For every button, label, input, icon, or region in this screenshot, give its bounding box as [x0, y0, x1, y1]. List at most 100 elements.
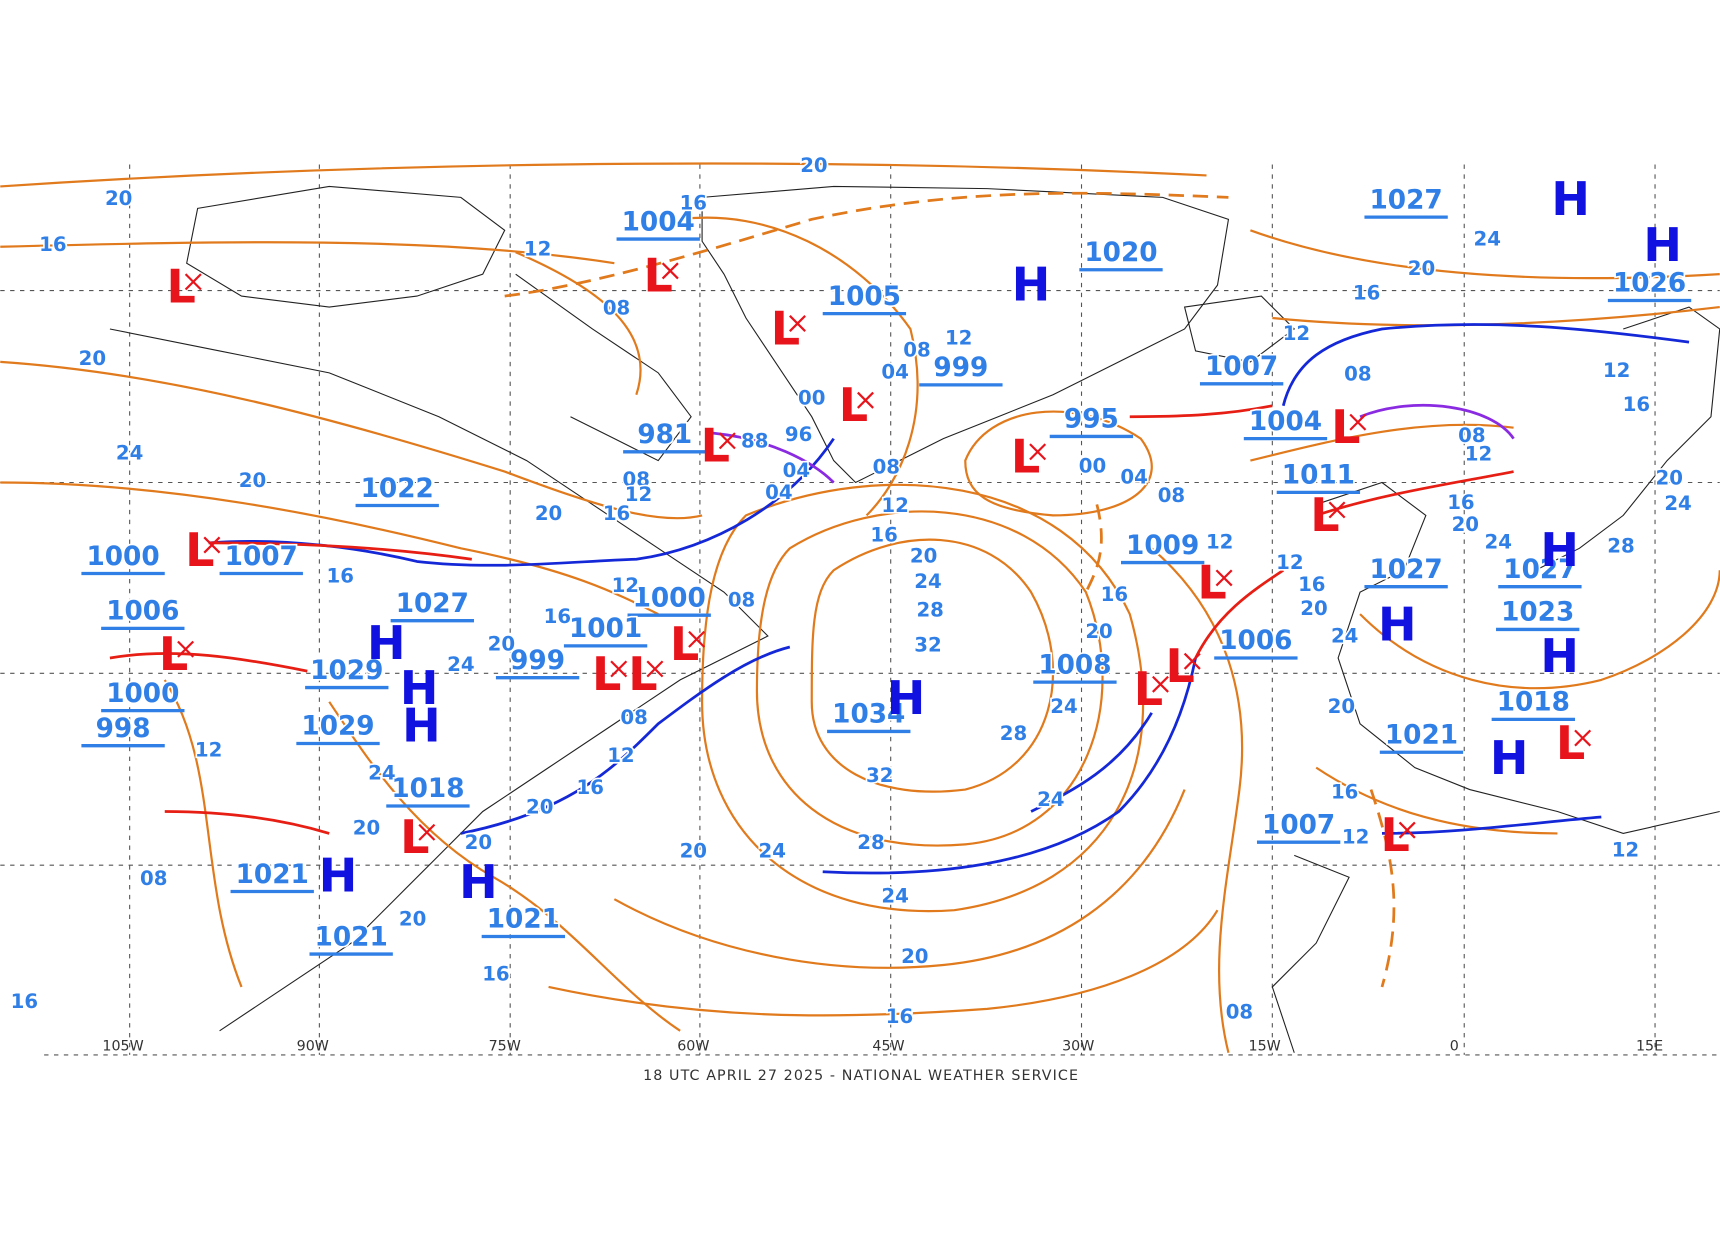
low-x	[1215, 569, 1233, 587]
isobar-label: 24	[1331, 625, 1358, 648]
isobar-label: 12	[1283, 322, 1310, 345]
pressure-value: 1022	[361, 474, 434, 504]
low-center: L	[670, 617, 699, 671]
high-center: H	[1540, 523, 1579, 577]
low-x	[418, 823, 436, 841]
low-center: L	[1556, 716, 1585, 770]
isobars	[0, 162, 1720, 1054]
low-center: L	[1166, 639, 1195, 693]
isobar-label: 04	[1120, 466, 1147, 489]
isobar-label: 28	[857, 831, 884, 854]
high-center: H	[887, 671, 926, 725]
isobar-label: 12	[1276, 551, 1303, 574]
isobar-label: 08	[1344, 363, 1371, 386]
low-x	[1183, 652, 1201, 670]
high-center: H	[1540, 629, 1579, 683]
pressure-value: 1020	[1084, 238, 1157, 268]
pressure-value: 1008	[1038, 650, 1111, 680]
low-center: L	[771, 301, 800, 355]
low-x	[688, 630, 706, 648]
isobar-label: 12	[1603, 359, 1630, 382]
isobar-label: 16	[577, 776, 604, 799]
fronts	[109, 323, 1690, 875]
isobar-label: 96	[785, 423, 812, 446]
isobar-label: 16	[603, 502, 630, 525]
isobar-label: 24	[116, 441, 143, 464]
pressure-value: 1001	[569, 614, 642, 644]
longitude-label: 30W	[1062, 1039, 1094, 1055]
low-x	[184, 273, 202, 291]
isobar-label: 08	[1226, 1001, 1253, 1024]
low-center: L	[1310, 488, 1339, 542]
low-x	[1398, 821, 1416, 839]
low-center: L	[628, 647, 657, 701]
isobar-label: 12	[195, 739, 222, 762]
isobar-label: 20	[1408, 257, 1435, 280]
longitude-label: 15W	[1249, 1039, 1281, 1055]
pressure-value: 1018	[391, 774, 464, 804]
high-center: H	[319, 849, 358, 903]
isobar-label: 20	[800, 154, 827, 177]
pressure-value: 1027	[1503, 555, 1576, 585]
pressure-value: 1000	[633, 583, 706, 613]
isobar-label: 24	[1474, 228, 1501, 251]
pressure-value: 1021	[487, 905, 560, 935]
low-x	[610, 660, 628, 678]
isobar-label: 12	[1342, 825, 1369, 848]
low-x	[1349, 413, 1367, 431]
isobar-label: 20	[239, 469, 266, 492]
isobar-label: 04	[783, 459, 810, 482]
pressure-value: 1009	[1126, 531, 1199, 561]
low-center: L	[1011, 430, 1040, 484]
isobar-label: 12	[1206, 530, 1233, 553]
isobar-label: 04	[881, 360, 908, 383]
isobar-label: 12	[524, 238, 551, 261]
isobar-label: 16	[544, 605, 571, 628]
isobar-label: 20	[1656, 467, 1683, 490]
low-center: L	[400, 810, 429, 864]
pressure-value: 1005	[828, 282, 901, 312]
isobar-label: 08	[623, 468, 650, 491]
isobar-label: 08	[728, 588, 755, 611]
pressure-value: 1029	[301, 712, 374, 742]
isobar-label: 08	[603, 297, 630, 320]
pressure-value: 1023	[1501, 598, 1574, 628]
isobar-label: 32	[914, 633, 941, 656]
pressure-value: 1006	[1219, 626, 1292, 656]
isobar-label: 12	[1612, 838, 1639, 861]
pressure-value: 1004	[1249, 407, 1322, 437]
longitude-label: 0	[1450, 1039, 1459, 1055]
isobar-label: 24	[447, 653, 474, 676]
pressure-value: 1000	[86, 542, 159, 572]
low-center: L	[1380, 808, 1409, 862]
footer: 18 UTC APRIL 27 2025 - NATIONAL WEATHER …	[643, 1068, 1079, 1084]
isobar-label: 08	[140, 867, 167, 890]
isobar-label: 28	[1000, 722, 1027, 745]
isobar-label: 24	[1037, 788, 1064, 811]
isobar-label: 20	[353, 817, 380, 840]
low-center: L	[592, 647, 621, 701]
isobar-label: 16	[1331, 780, 1358, 803]
isobar-label: 24	[1664, 492, 1691, 515]
isobar-label: 20	[488, 632, 515, 655]
isobar-label: 20	[535, 502, 562, 525]
low-center: L	[1134, 662, 1163, 716]
isobar-label: 24	[1484, 530, 1511, 553]
low-x	[1029, 443, 1047, 461]
low-center: L	[1197, 556, 1226, 610]
isobar-label: 28	[1607, 535, 1634, 558]
isobar-label: 20	[1300, 597, 1327, 620]
coastlines	[109, 185, 1720, 1053]
isobar-label: 12	[625, 483, 652, 506]
pressure-value: 1006	[106, 597, 179, 627]
pressure-value: 995	[1064, 405, 1119, 435]
isobar-label: 24	[759, 840, 786, 863]
high-center: H	[402, 698, 441, 752]
pressure-value: 1011	[1282, 461, 1355, 491]
isobar-label: 12	[612, 574, 639, 597]
low-x	[1152, 675, 1169, 693]
isobar-label: 24	[914, 570, 941, 593]
low-x	[203, 536, 221, 554]
longitude-label: 105W	[102, 1039, 143, 1055]
longitude-label: 45W	[872, 1039, 904, 1055]
